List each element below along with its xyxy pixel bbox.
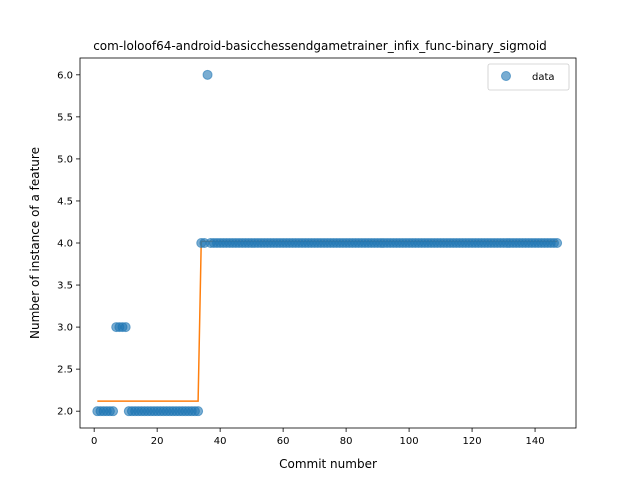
x-tick-label: 20: [151, 436, 164, 447]
y-tick-label: 6.0: [57, 70, 73, 81]
legend-box: [487, 63, 570, 91]
y-tick-label: 3.5: [57, 281, 73, 292]
legend-marker-data: [501, 71, 511, 81]
y-tick-label: 5.0: [57, 154, 73, 165]
y-axis-title: Number of instance of a feature: [28, 147, 42, 339]
y-tick-label: 2.5: [57, 365, 73, 376]
y-tick-label: 4.0: [57, 239, 73, 250]
y-tick-label: 5.5: [57, 112, 73, 123]
x-axis-title: Commit number: [279, 457, 377, 471]
x-axis: 0 20 40 60 80 100 120 140: [91, 428, 545, 447]
data-point: [202, 69, 213, 80]
data-point: [193, 406, 204, 417]
data-point: [120, 322, 131, 333]
y-tick-label: 4.5: [57, 196, 73, 207]
data-point: [552, 238, 563, 248]
y-axis: 2.0 2.5 3.0 3.5 4.0 4.5 5.0 5.5 6.0: [57, 70, 80, 418]
x-tick-label: 120: [463, 436, 482, 447]
y-tick-label: 2.0: [57, 407, 73, 418]
x-tick-label: 40: [214, 436, 227, 447]
y-tick-label: 3.0: [57, 323, 73, 334]
legend: data: [487, 63, 570, 91]
x-tick-label: 100: [400, 436, 419, 447]
data-point: [108, 406, 119, 417]
data-points-layer: [92, 69, 563, 417]
x-tick-label: 140: [526, 436, 545, 447]
legend-label-data: data: [532, 72, 555, 83]
chart-title: com-loloof64-android-basicchessendgametr…: [93, 39, 547, 53]
x-tick-label: 80: [340, 436, 353, 447]
x-tick-label: 60: [277, 436, 290, 447]
x-tick-label: 0: [91, 436, 97, 447]
